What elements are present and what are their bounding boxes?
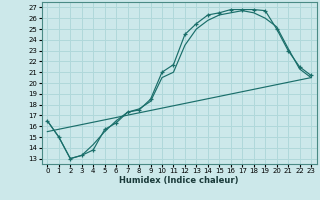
X-axis label: Humidex (Indice chaleur): Humidex (Indice chaleur) — [119, 176, 239, 185]
